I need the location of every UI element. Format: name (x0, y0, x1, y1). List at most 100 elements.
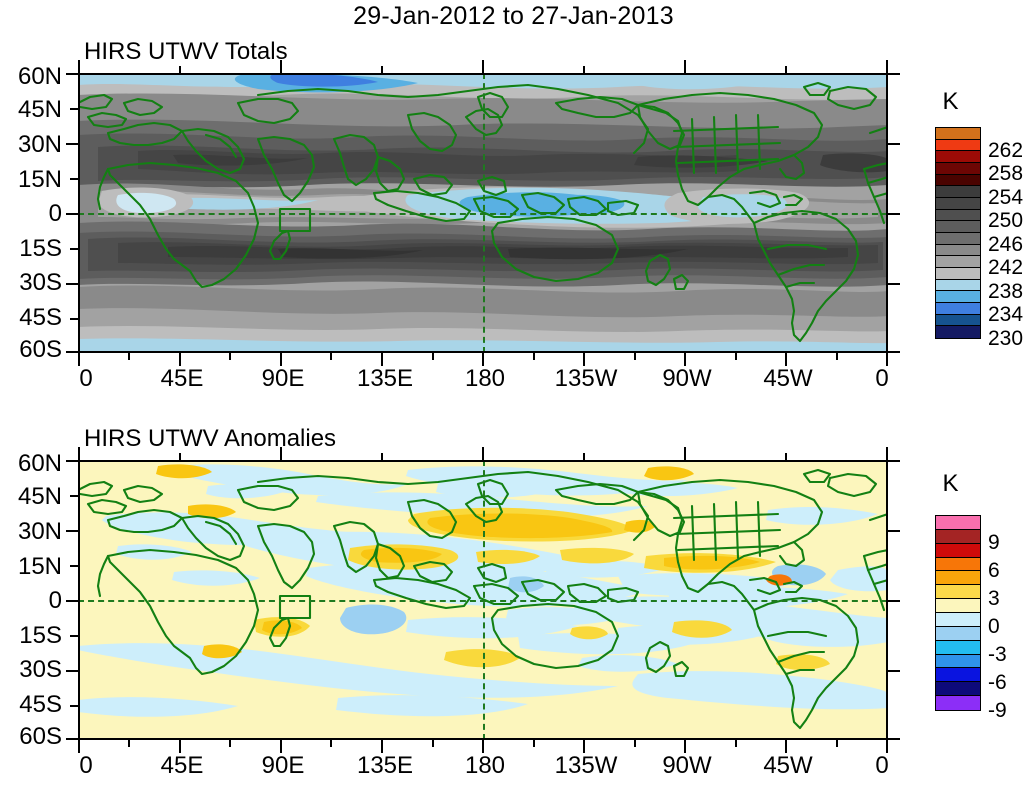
totals-ylabel-0: 0 (48, 200, 62, 227)
anomalies-ylabel-15n: 15N (17, 553, 62, 580)
totals-ylabel-30s: 30S (19, 269, 62, 296)
anomalies-colorbar-band-13 (936, 696, 980, 710)
anomalies-ylabel-0: 0 (48, 587, 62, 614)
totals-colorbar-band-12 (936, 267, 980, 280)
anomalies-dateline (483, 460, 485, 740)
anomalies-ylabel-30n: 30N (17, 518, 62, 545)
anomalies-colorbar-band-4 (936, 571, 980, 586)
totals-ylabel-15n: 15N (17, 166, 62, 193)
anomalies-colorbar-units: K (942, 470, 959, 497)
anomalies-ylabel-60n: 60N (17, 450, 62, 477)
panel-totals: HIRS UTWV Totals (0, 0, 920, 400)
totals-colorbar-band-7 (936, 209, 980, 222)
anomalies-colorbar-band-10 (936, 654, 980, 669)
totals-colorbar-band-17 (936, 326, 980, 338)
totals-ylabel-15s: 15S (19, 235, 62, 262)
anomalies-xlabel-360: 0 (875, 752, 889, 779)
anomalies-ylabel-45n: 45N (17, 483, 62, 510)
totals-cbar-label-238: 238 (988, 280, 1024, 303)
totals-xlabel-45e: 45E (160, 365, 204, 392)
anomalies-cbar-label-m3: -3 (988, 643, 1007, 666)
anomalies-cbar-label-6: 6 (988, 559, 1000, 582)
anomalies-cbar-label-9: 9 (988, 531, 1000, 554)
totals-colorbar-band-0 (936, 128, 980, 140)
totals-xlabel-180: 180 (464, 365, 506, 392)
totals-cbar-label-230: 230 (988, 327, 1024, 350)
figure-title: 29-Jan-2012 to 27-Jan-2013 (353, 2, 674, 30)
totals-ylabel-60s: 60S (19, 336, 62, 363)
totals-xlabel-135w: 135W (554, 365, 618, 392)
totals-coastlines (78, 73, 888, 353)
totals-colorbar-band-16 (936, 314, 980, 327)
panel-anomalies-title: HIRS UTWV Anomalies (84, 425, 337, 452)
anomalies-colorbar-band-3 (936, 557, 980, 572)
totals-cbar-label-250: 250 (988, 209, 1024, 232)
totals-colorbar-band-14 (936, 291, 980, 303)
totals-xlabel-90w: 90W (662, 365, 712, 392)
anomalies-colorbar-band-5 (936, 585, 980, 600)
totals-ylabel-30n: 30N (17, 131, 62, 158)
totals-colorbar-band-1 (936, 139, 980, 152)
totals-xlabel-45w: 45W (763, 365, 813, 392)
anomalies-xlabel-135w: 135W (554, 752, 618, 779)
anomalies-colorbar[interactable]: K 9 6 3 0 -3 -6 -9 (930, 470, 1027, 730)
anomalies-cbar-label-3: 3 (988, 587, 1000, 610)
panel-totals-title: HIRS UTWV Totals (84, 38, 288, 65)
totals-dateline (483, 73, 485, 353)
anomalies-cbar-label-m9: -9 (988, 699, 1007, 722)
anomalies-colorbar-band-12 (936, 682, 980, 697)
totals-cbar-label-242: 242 (988, 256, 1024, 279)
anomalies-xlabel-45e: 45E (160, 752, 204, 779)
totals-colorbar-band-15 (936, 303, 980, 315)
totals-colorbar-band-6 (936, 197, 980, 210)
anomalies-ylabel-60s: 60S (19, 723, 62, 750)
totals-colorbar-band-11 (936, 256, 980, 268)
totals-ylabel-45n: 45N (17, 96, 62, 123)
anomalies-xlabel-135e: 135E (356, 752, 414, 779)
anomalies-xlabel-180: 180 (464, 752, 506, 779)
anomalies-colorbar-band-1 (936, 529, 980, 544)
anomalies-xlabel-45w: 45W (763, 752, 813, 779)
totals-map[interactable] (78, 73, 888, 353)
totals-colorbar-band-4 (936, 174, 980, 187)
totals-xlabel-135e: 135E (356, 365, 414, 392)
totals-colorbar-strip[interactable] (935, 127, 981, 339)
totals-colorbar-band-5 (936, 186, 980, 198)
totals-colorbar-band-8 (936, 221, 980, 233)
anomalies-colorbar-band-7 (936, 613, 980, 627)
anomalies-xlabel-90w: 90W (662, 752, 712, 779)
totals-cbar-label-246: 246 (988, 233, 1024, 256)
totals-ylabel-45s: 45S (19, 304, 62, 331)
totals-colorbar-band-9 (936, 233, 980, 245)
totals-cbar-label-262: 262 (988, 139, 1024, 162)
panel-anomalies: HIRS UTWV Anomalies (0, 387, 920, 785)
totals-colorbar-units: K (942, 88, 959, 115)
totals-cbar-label-234: 234 (988, 303, 1024, 326)
anomalies-ylabel-45s: 45S (19, 691, 62, 718)
anomalies-colorbar-band-8 (936, 626, 980, 641)
anomalies-map[interactable] (78, 460, 888, 740)
totals-colorbar-band-10 (936, 244, 980, 257)
totals-cbar-label-254: 254 (988, 186, 1024, 209)
totals-colorbar-band-2 (936, 151, 980, 163)
anomalies-xlabel-0: 0 (79, 752, 93, 779)
anomalies-ylabel-15s: 15S (19, 622, 62, 649)
totals-cbar-label-258: 258 (988, 162, 1024, 185)
anomalies-cbar-label-m6: -6 (988, 671, 1007, 694)
totals-xlabel-90e: 90E (261, 365, 305, 392)
anomalies-colorbar-band-11 (936, 668, 980, 683)
totals-colorbar-band-13 (936, 279, 980, 292)
totals-colorbar-band-3 (936, 162, 980, 175)
anomalies-ylabel-30s: 30S (19, 656, 62, 683)
anomalies-colorbar-band-2 (936, 543, 980, 558)
totals-colorbar[interactable]: K 262 258 254 250 246 242 238 234 230 (930, 88, 1027, 350)
anomalies-colorbar-strip[interactable] (935, 515, 981, 711)
anomalies-colorbar-band-0 (936, 516, 980, 530)
totals-xlabel-360: 0 (875, 365, 889, 392)
anomalies-colorbar-band-6 (936, 599, 980, 613)
totals-xlabel-0: 0 (79, 365, 93, 392)
anomalies-cbar-label-0: 0 (988, 615, 1000, 638)
anomalies-colorbar-band-9 (936, 640, 980, 655)
totals-ylabel-60n: 60N (17, 63, 62, 90)
